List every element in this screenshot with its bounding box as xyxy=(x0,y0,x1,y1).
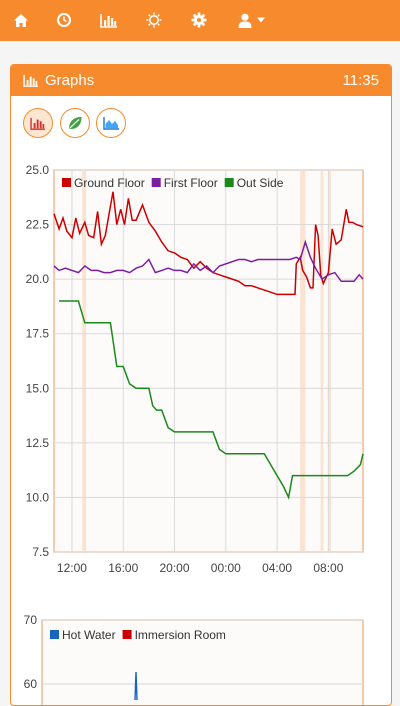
y-tick-label: 7.5 xyxy=(32,545,49,559)
y-tick-label: 20.0 xyxy=(26,272,50,286)
y-tick-label: 25.0 xyxy=(26,163,50,177)
x-tick-label: 20:00 xyxy=(160,561,190,575)
bar-chart-icon xyxy=(23,74,38,87)
home-icon xyxy=(14,13,28,27)
panel-clock: 11:35 xyxy=(342,72,379,89)
bar-chart-icon xyxy=(100,13,117,28)
legend-swatch xyxy=(62,178,71,187)
legend-swatch xyxy=(224,178,234,187)
legend-label: Out Side xyxy=(237,176,284,190)
area-chart-icon xyxy=(102,117,119,130)
view-energy-button[interactable] xyxy=(60,108,90,138)
sun-icon xyxy=(146,12,162,28)
y-tick-label: 17.5 xyxy=(26,327,50,341)
water-chart: 60 70 Hot Water Immersion Room xyxy=(24,613,364,705)
nav-clock[interactable] xyxy=(53,10,75,30)
view-temperature-button[interactable] xyxy=(23,108,53,138)
legend-label: First Floor xyxy=(164,176,218,190)
highlight-band xyxy=(300,170,306,552)
nav-settings[interactable] xyxy=(188,10,210,30)
x-tick-label: 04:00 xyxy=(262,561,292,575)
y-tick-label: 70 xyxy=(24,613,38,627)
bar-chart-icon xyxy=(30,117,45,130)
caret-down-icon xyxy=(257,17,265,23)
highlight-band xyxy=(320,170,324,552)
y-tick-label: 22.5 xyxy=(26,218,50,232)
x-tick-label: 16:00 xyxy=(108,561,138,575)
legend-swatch xyxy=(151,178,161,187)
temperature-chart: 7.5 10.0 12.5 15.0 17.5 20.0 22.5 25.0 12:00 16:… xyxy=(26,163,364,575)
leaf-icon xyxy=(69,117,82,129)
y-tick-label: 10.0 xyxy=(26,490,50,504)
x-tick-label: 12:00 xyxy=(57,561,87,575)
user-icon xyxy=(238,13,252,28)
legend-label: Hot Water xyxy=(62,628,116,642)
highlight-band xyxy=(82,170,87,552)
x-tick-label: 08:00 xyxy=(313,561,343,575)
nav-graphs[interactable] xyxy=(98,10,120,30)
panel-header: Graphs 11:35 xyxy=(11,65,391,96)
gear-icon xyxy=(191,12,207,28)
clock-icon xyxy=(57,13,71,27)
legend-label: Immersion Room xyxy=(135,628,226,642)
y-tick-label: 15.0 xyxy=(26,381,50,395)
nav-user-menu[interactable] xyxy=(235,10,269,30)
graphs-panel: Graphs 11:35 7.5 10.0 12.5 15.0 17.5 20.0 22.5… xyxy=(10,64,392,706)
nav-sun[interactable] xyxy=(143,10,165,30)
x-tick-label: 00:00 xyxy=(211,561,241,575)
y-tick-label: 60 xyxy=(24,677,38,691)
legend-swatch xyxy=(50,630,59,639)
top-navbar xyxy=(0,0,400,41)
nav-home[interactable] xyxy=(10,10,32,30)
view-area-button[interactable] xyxy=(96,108,126,138)
series-line-out-side xyxy=(59,300,364,500)
legend-label: Ground Floor xyxy=(74,176,145,190)
highlight-band xyxy=(328,170,331,552)
y-tick-label: 12.5 xyxy=(26,436,50,450)
panel-title: Graphs xyxy=(45,72,95,89)
legend-swatch xyxy=(122,630,132,639)
series-line-first-floor xyxy=(53,239,364,283)
